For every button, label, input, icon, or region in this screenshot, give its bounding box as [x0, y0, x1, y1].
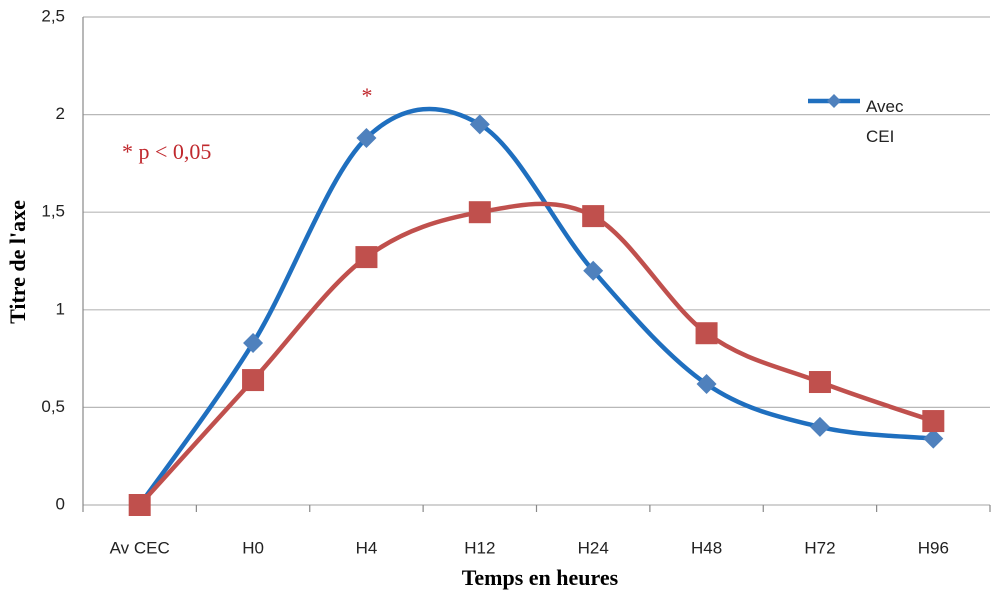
significance-star: * — [362, 83, 373, 108]
y-tick-label: 0,5 — [41, 397, 65, 416]
x-tick-label: H0 — [242, 538, 264, 557]
marker — [923, 428, 944, 449]
marker — [355, 246, 378, 269]
y-tick-label: 2,5 — [41, 6, 65, 25]
marker — [583, 260, 604, 281]
legend-marker — [827, 94, 841, 108]
x-tick-label: H12 — [464, 538, 495, 557]
y-axis-title: Titre de l'axe — [5, 200, 30, 324]
series-line — [137, 106, 934, 507]
marker — [808, 371, 831, 394]
y-tick-label: 1,5 — [41, 202, 65, 221]
y-tick-label: 0 — [56, 494, 65, 513]
x-axis-title: Temps en heures — [462, 565, 619, 590]
x-tick-label: H96 — [918, 538, 949, 557]
marker — [696, 373, 717, 394]
marker — [582, 205, 605, 228]
marker — [128, 494, 151, 516]
marker — [243, 332, 264, 353]
marker — [356, 128, 377, 149]
x-tick-label: H24 — [578, 538, 609, 557]
marker — [469, 114, 490, 135]
x-tick-label: H4 — [356, 538, 378, 557]
marker — [809, 416, 830, 437]
y-tick-label: 2 — [56, 104, 65, 123]
series-line — [138, 201, 935, 507]
x-tick-label: H48 — [691, 538, 722, 557]
legend-label: Avec CEI — [866, 97, 904, 146]
marker — [468, 201, 491, 224]
y-tick-label: 1 — [56, 299, 65, 318]
x-tick-label: Av CEC — [110, 538, 170, 557]
marker — [922, 410, 945, 433]
marker — [242, 369, 265, 392]
marker — [695, 322, 718, 345]
significance-note: * p < 0,05 — [122, 139, 211, 164]
x-tick-label: H72 — [804, 538, 835, 557]
